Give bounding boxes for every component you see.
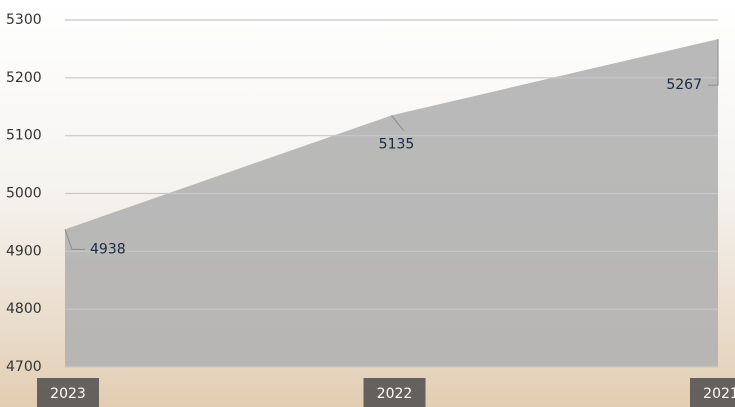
x-tick-label: 2022 bbox=[377, 386, 413, 402]
data-label: 5135 bbox=[379, 136, 415, 152]
y-tick-label: 5100 bbox=[6, 128, 42, 144]
category-box bbox=[690, 378, 735, 407]
leader-line bbox=[708, 39, 719, 86]
y-tick-label: 5000 bbox=[6, 186, 42, 202]
area bbox=[65, 39, 718, 368]
y-tick-label: 4700 bbox=[6, 359, 42, 375]
category-box bbox=[363, 378, 426, 407]
y-tick-label: 4900 bbox=[6, 243, 42, 259]
category-box bbox=[37, 378, 99, 407]
data-label: 5267 bbox=[666, 77, 702, 93]
leader-line bbox=[64, 229, 85, 250]
x-tick-label: 2021 bbox=[703, 386, 735, 402]
y-tick-label: 5200 bbox=[6, 70, 42, 86]
data-label: 4938 bbox=[90, 241, 126, 257]
y-tick-label: 5300 bbox=[6, 12, 42, 28]
leader-line bbox=[391, 115, 404, 131]
x-tick-label: 2023 bbox=[50, 386, 86, 402]
y-tick-label: 4800 bbox=[6, 301, 42, 317]
